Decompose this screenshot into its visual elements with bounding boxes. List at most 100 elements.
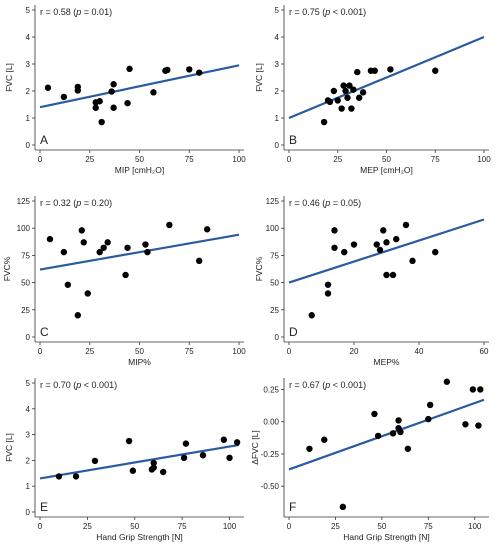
regression-line [39, 443, 240, 480]
annotation-r: r = 0.67 ( [289, 380, 325, 390]
data-point [330, 87, 338, 95]
data-point [371, 410, 378, 418]
data-point [44, 84, 52, 91]
data-point [60, 248, 68, 256]
annotation-r: r = 0.58 ( [40, 7, 76, 17]
annotation-p-value: < 0.001) [81, 380, 117, 390]
x-tick-label: 75 [178, 522, 187, 531]
panel-label: B [289, 133, 297, 147]
data-point [306, 445, 313, 452]
data-point [389, 430, 397, 437]
correlation-annotation: r = 0.32 (p = 0.20) [40, 198, 112, 208]
annotation-p: p [324, 198, 330, 208]
x-axis-label: MIP [cmH₂O] [115, 165, 164, 175]
data-point [380, 227, 387, 234]
data-point [100, 244, 107, 251]
y-tick-label: 1 [26, 114, 31, 123]
y-axis-label: FVC% [254, 256, 264, 281]
x-tick-label: 25 [333, 155, 342, 164]
correlation-annotation: r = 0.58 (p = 0.01) [40, 7, 112, 17]
x-tick-label: 50 [382, 155, 391, 164]
regression-line [39, 64, 240, 109]
annotation-p: p [324, 380, 330, 390]
annotation-r: r = 0.75 ( [289, 7, 325, 17]
annotation-r: r = 0.32 ( [40, 198, 76, 208]
x-tick-label: 75 [185, 155, 194, 164]
y-tick-label: 25 [270, 306, 279, 315]
y-tick-label: 125 [266, 197, 280, 206]
data-point [78, 227, 85, 234]
x-tick-label: 25 [85, 155, 94, 164]
data-point [72, 473, 80, 480]
data-point [331, 244, 338, 251]
data-point [350, 241, 358, 248]
data-point [443, 378, 451, 385]
y-tick-label: 5 [275, 6, 280, 15]
correlation-annotation: r = 0.67 (p < 0.001) [289, 380, 366, 390]
data-point [339, 503, 347, 511]
y-tick-label: 0 [26, 141, 31, 150]
y-tick-label: 100 [266, 224, 280, 233]
annotation-r: r = 0.46 ( [289, 198, 325, 208]
x-tick-label: 100 [223, 522, 237, 531]
data-point [409, 257, 416, 265]
data-point [144, 248, 151, 256]
x-axis-label: MIP% [128, 357, 151, 367]
x-tick-label: 100 [232, 155, 246, 164]
y-tick-label: 0 [26, 333, 31, 342]
data-point [426, 401, 434, 409]
annotation-p: p [75, 7, 81, 17]
x-tick-label: 75 [431, 155, 440, 164]
data-point [108, 88, 115, 95]
correlation-annotation: r = 0.75 (p < 0.001) [289, 7, 366, 17]
panel-f: -0.50 -0.25 0.00 0.25 0 25 50 75 100 Hand Grip St… [250, 378, 489, 542]
data-point [182, 440, 190, 447]
data-point [74, 87, 82, 94]
x-tick-label: 50 [130, 522, 139, 531]
x-tick-label: 0 [38, 155, 43, 164]
data-point [389, 271, 397, 279]
correlation-annotation: r = 0.70 (p < 0.001) [40, 380, 117, 390]
data-point [186, 66, 193, 73]
data-point [74, 312, 82, 319]
annotation-r: r = 0.70 ( [40, 380, 76, 390]
panel-label: A [40, 133, 48, 147]
x-tick-label: 0 [287, 347, 292, 356]
data-point [92, 104, 99, 111]
y-tick-label: 1 [26, 482, 31, 491]
annotation-p-value: = 0.05) [330, 198, 361, 208]
y-tick-label: 50 [270, 279, 279, 288]
data-point [383, 239, 390, 246]
data-point [96, 248, 103, 256]
data-point [91, 457, 99, 465]
data-point [354, 68, 361, 76]
data-point [199, 452, 207, 459]
data-point [104, 239, 111, 246]
data-point [371, 67, 378, 74]
data-point [150, 464, 157, 471]
data-point [308, 312, 315, 319]
data-point [342, 87, 349, 95]
data-point [359, 89, 367, 96]
data-point [196, 69, 203, 76]
data-point [338, 105, 345, 112]
data-point [356, 94, 363, 101]
data-point [331, 227, 338, 234]
regression-line [288, 35, 485, 120]
data-point [80, 239, 87, 246]
x-axis-label: Hand Grip Strength [N] [343, 532, 429, 542]
regression-line [39, 233, 240, 271]
y-tick-label: -0.25 [261, 450, 280, 459]
data-point [324, 290, 332, 297]
x-tick-label: 100 [468, 522, 482, 531]
panel-label: C [40, 325, 49, 339]
data-point [387, 66, 394, 73]
y-tick-label: 4 [26, 405, 31, 414]
data-point [334, 97, 341, 104]
y-axis-label: ΔFVC [L] [250, 430, 260, 465]
x-axis-label: Hand Grip Strength [N] [96, 532, 182, 542]
x-tick-label: 50 [135, 347, 144, 356]
data-point [203, 226, 211, 233]
